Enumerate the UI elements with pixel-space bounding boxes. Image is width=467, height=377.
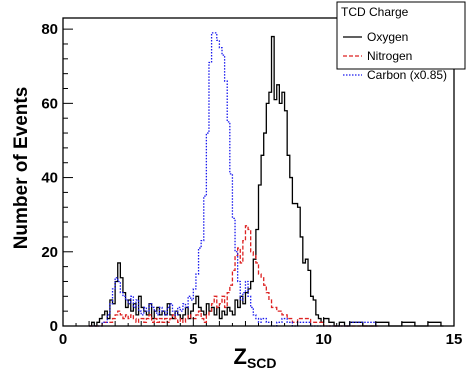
legend-label-nitrogen: Nitrogen — [367, 49, 412, 63]
x-axis-label: ZSCD — [233, 344, 276, 371]
legend-label-carbon: Carbon (x0.85) — [367, 68, 447, 82]
legend-items: Oxygen Nitrogen Carbon (x0.85) — [343, 30, 447, 82]
x-tick-label: 10 — [315, 331, 332, 348]
x-axis-label-main: Z — [233, 344, 246, 369]
x-tick-label: 15 — [446, 331, 463, 348]
series-nitrogen — [89, 225, 379, 327]
y-tick-label: 60 — [41, 95, 58, 112]
y-axis-label: Number of Events — [11, 87, 32, 250]
legend-label-oxygen: Oxygen — [367, 30, 408, 44]
x-tick-label: 5 — [189, 331, 197, 348]
series-carbon — [89, 32, 379, 327]
y-tick-label: 40 — [41, 170, 58, 187]
series-layer — [89, 32, 444, 327]
y-tick-label: 20 — [41, 244, 58, 261]
y-axis: 0 20 40 60 80 — [41, 21, 73, 335]
x-tick-label: 0 — [59, 331, 67, 348]
x-axis-label-subscript: SCD — [247, 355, 277, 371]
legend-title: TCD Charge — [341, 5, 409, 19]
x-axis: 0 5 10 15 — [59, 317, 463, 348]
plot-area: 0 5 10 15 0 20 40 60 80 — [41, 17, 463, 348]
y-tick-label: 80 — [41, 21, 58, 38]
legend: TCD Charge Oxygen Nitrogen Carbon (x0.85) — [336, 1, 466, 82]
y-tick-label: 0 — [50, 318, 58, 335]
legend-box — [336, 1, 466, 70]
